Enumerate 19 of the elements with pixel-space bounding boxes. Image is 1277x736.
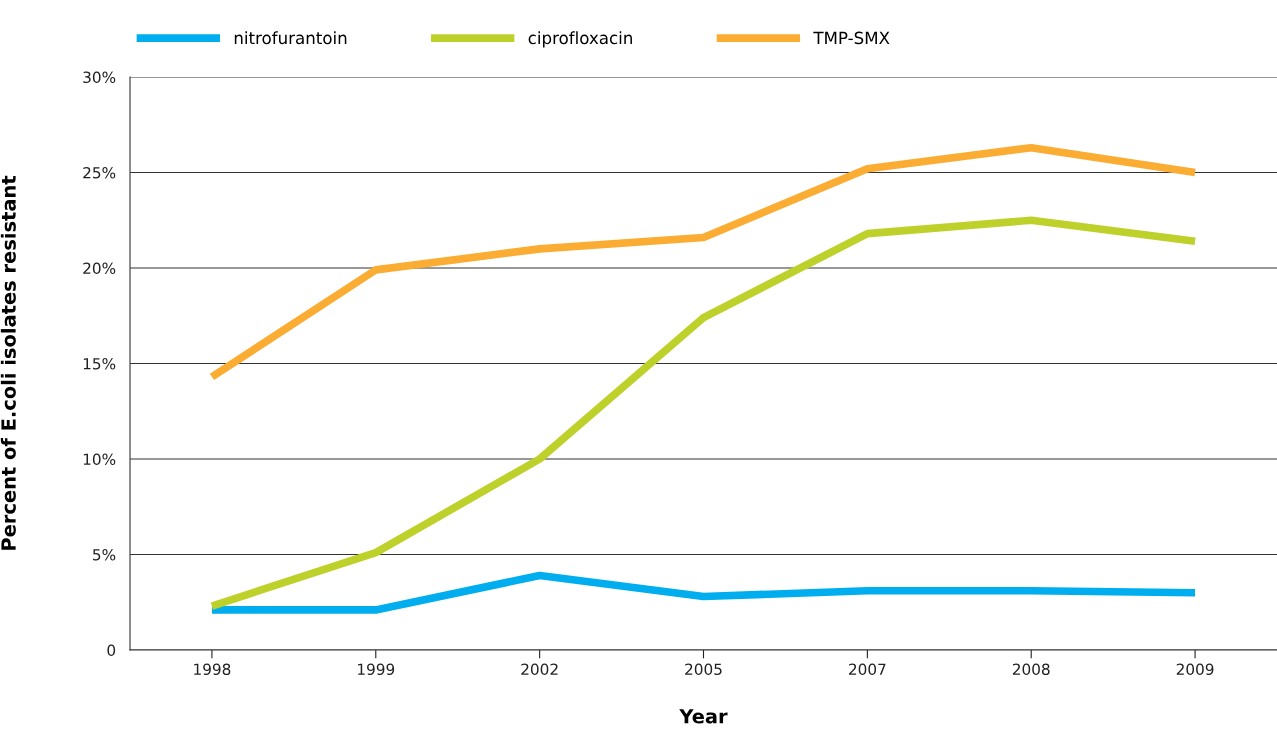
y-tick-label: 15%	[83, 357, 116, 370]
x-tick-label: 2009	[1176, 663, 1214, 676]
legend-label: TMP-SMX	[813, 31, 890, 45]
y-tick-label: 25%	[83, 166, 116, 179]
y-tick-label: 0	[107, 644, 116, 657]
legend-label: nitrofurantoin	[234, 31, 347, 45]
legend-label: ciprofloxacin	[528, 31, 632, 48]
y-tick-label: 30%	[83, 71, 116, 84]
y-axis-title: Percent of E.coli isolates resistant	[0, 175, 16, 550]
x-tick-label: 2005	[685, 663, 722, 676]
x-tick-label: 2007	[849, 663, 886, 676]
x-tick-label: 2002	[521, 663, 558, 676]
x-tick-label: 1999	[358, 663, 395, 676]
y-tick-label: 20%	[83, 262, 116, 275]
y-tick-label: 5%	[93, 548, 116, 561]
x-tick-label: 2008	[1012, 663, 1050, 676]
x-axis-title: Year	[679, 709, 728, 724]
y-tick-label: 10%	[83, 453, 116, 466]
x-tick-label: 1998	[194, 663, 231, 676]
